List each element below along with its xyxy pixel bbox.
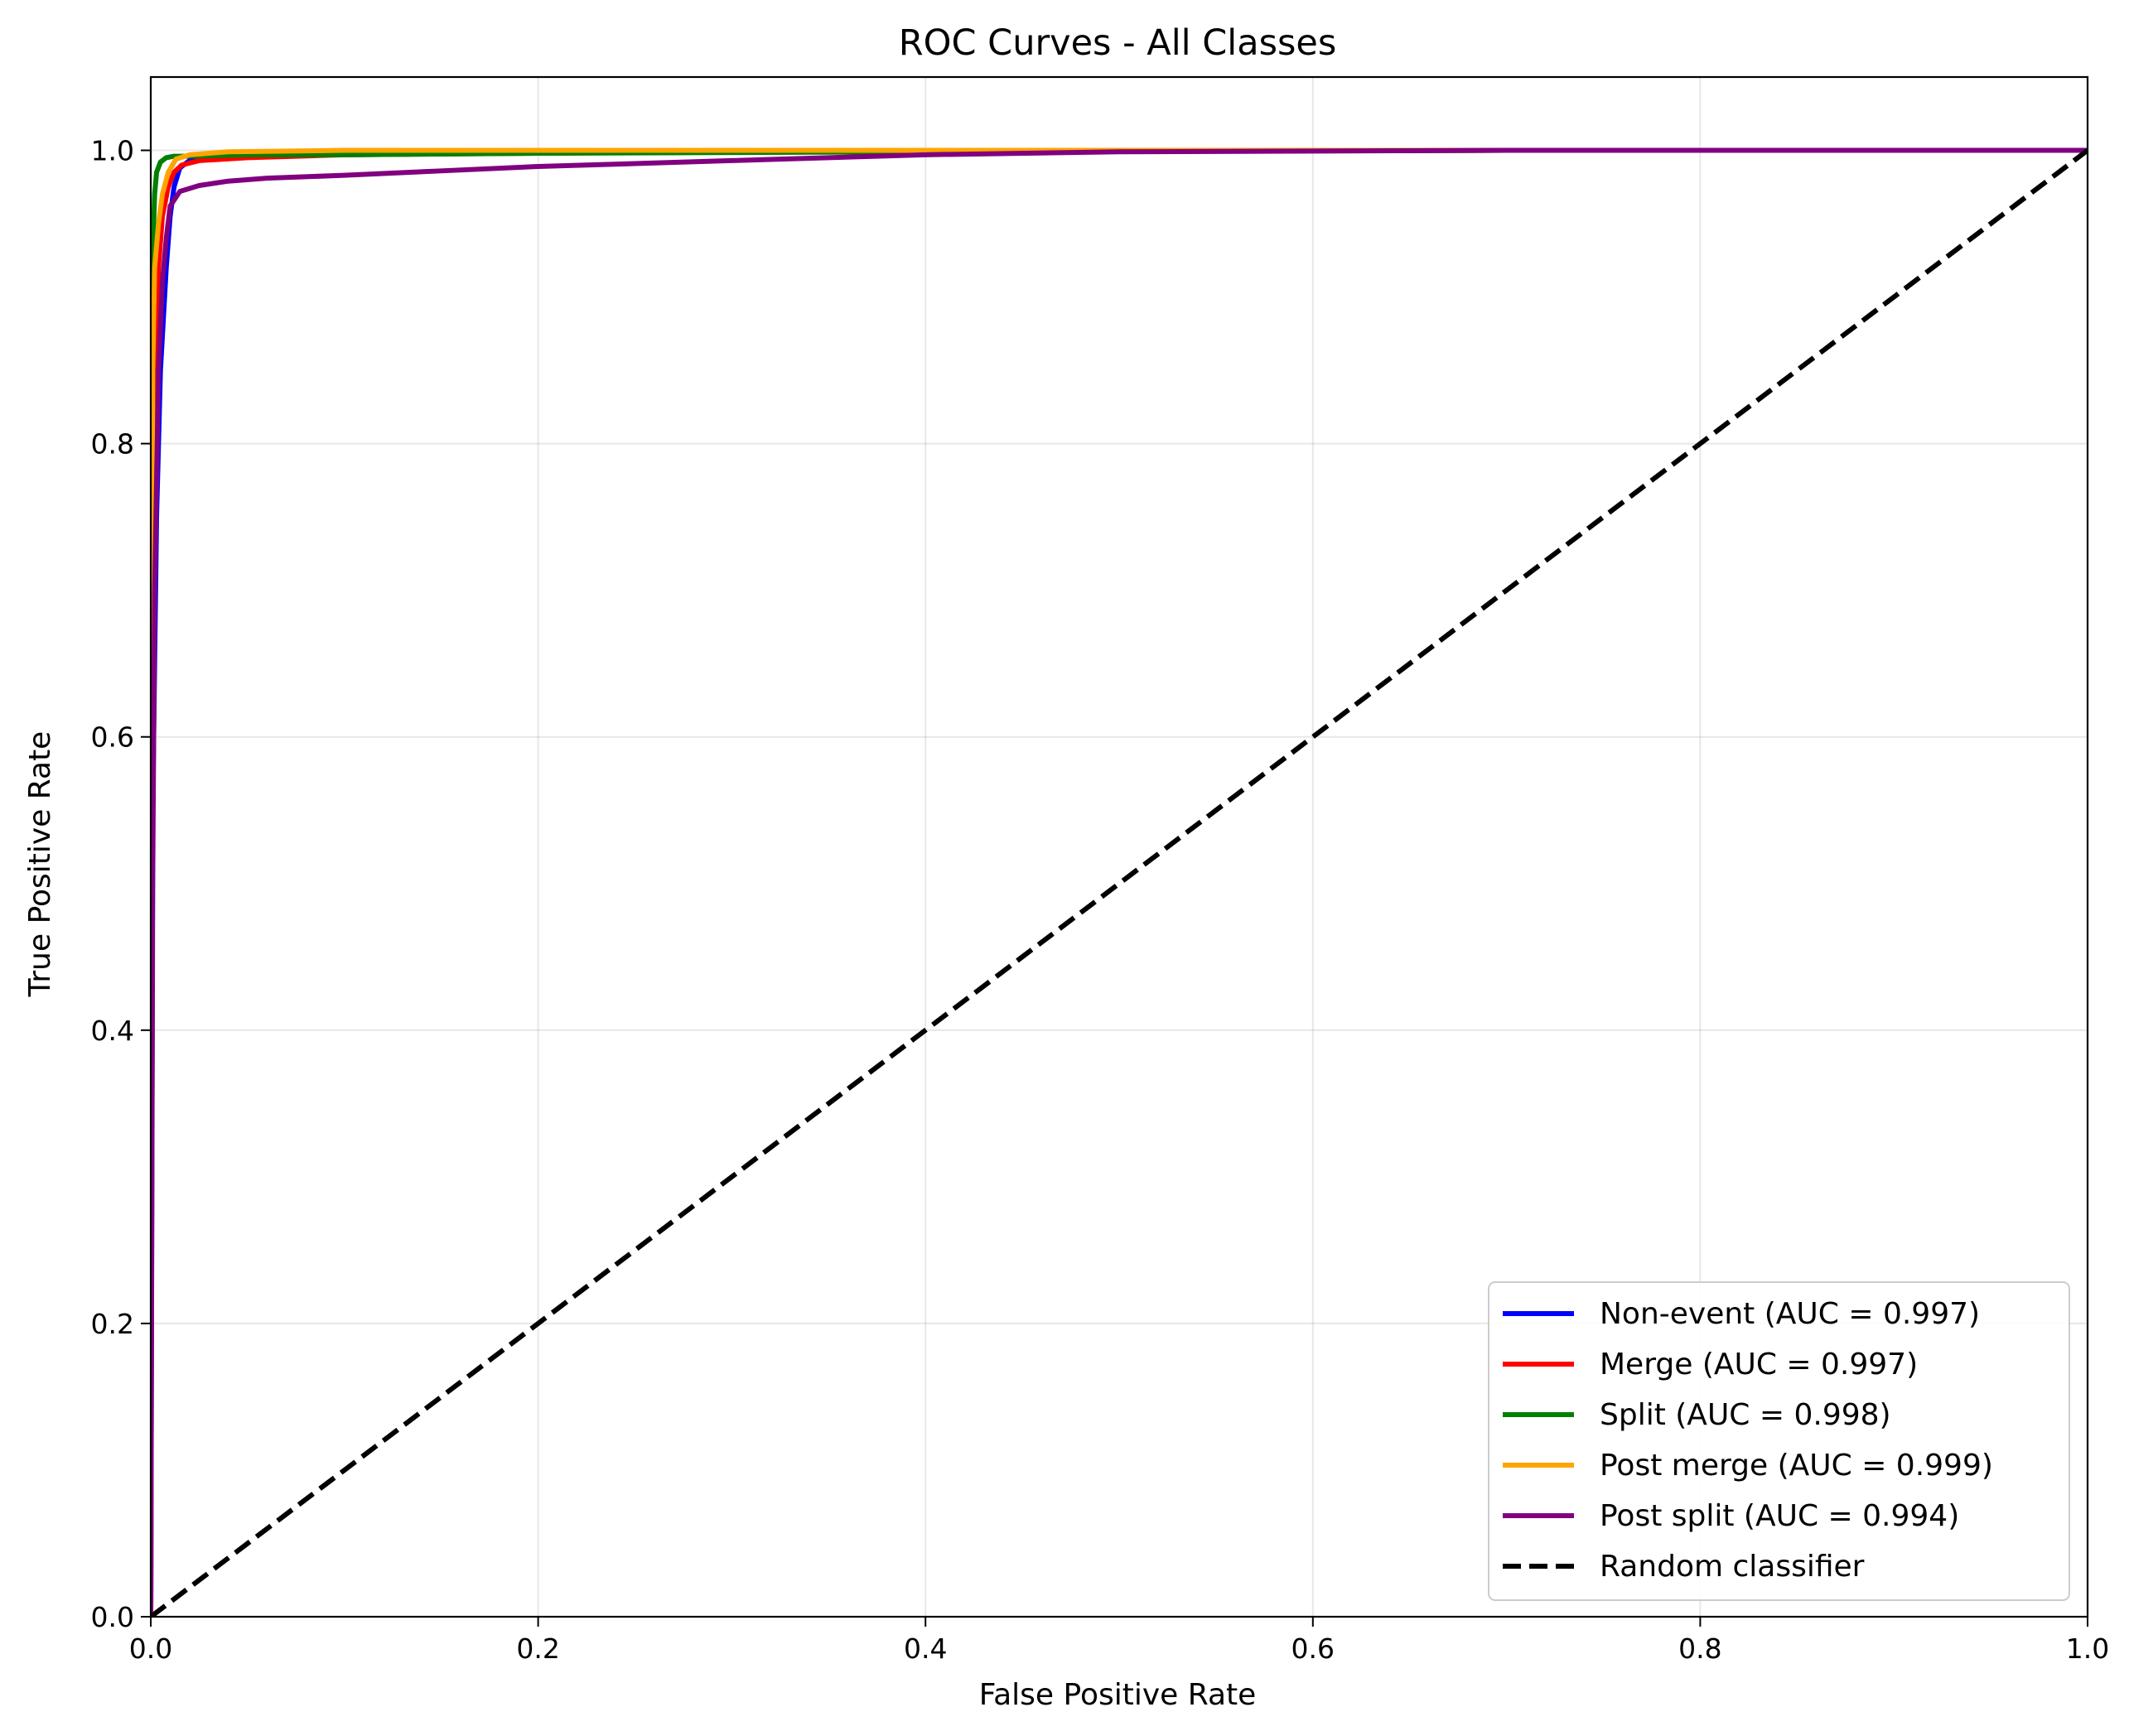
legend-label: Random classifier (1600, 1550, 1865, 1584)
chart-title: ROC Curves - All Classes (899, 22, 1337, 64)
series-line-4 (151, 147, 2088, 1617)
x-tick-label: 0.8 (1678, 1632, 1721, 1665)
legend-box (1488, 1281, 2070, 1601)
x-tick-label: 0.6 (1291, 1632, 1335, 1665)
legend-label: Post split (AUC = 0.994) (1600, 1499, 1959, 1533)
y-tick-label: 0.2 (91, 1308, 134, 1340)
series-line-3 (151, 147, 2088, 1617)
axes-frame (149, 75, 2089, 1618)
legend-label: Non-event (AUC = 0.997) (1600, 1297, 1980, 1331)
y-tick-label: 0.4 (91, 1015, 134, 1047)
legend: Non-event (AUC = 0.997) Merge (AUC = 0.99… (1488, 1281, 2070, 1601)
x-axis-label: False Positive Rate (979, 1678, 1257, 1712)
plot-area (151, 147, 2088, 1617)
x-tick-label: 1.0 (2066, 1632, 2109, 1665)
y-tick-label: 0.8 (91, 428, 134, 461)
x-tick-label: 0.0 (129, 1632, 172, 1665)
series-line-5 (151, 148, 2088, 1617)
legend-label: Merge (AUC = 0.997) (1600, 1348, 1918, 1382)
x-tick-label: 0.2 (516, 1632, 559, 1665)
legend-label: Post merge (AUC = 0.999) (1600, 1449, 1993, 1483)
ticks: 0.0 0.2 0.4 0.6 0.8 1.0 0.0 0.2 0.4 0.6 0.8 1.0 (91, 135, 2110, 1665)
y-tick-label: 0.6 (91, 721, 134, 754)
legend-label: Split (AUC = 0.998) (1600, 1398, 1891, 1432)
y-tick-label: 0.0 (91, 1601, 134, 1633)
y-axis-label: True Positive Rate (23, 731, 57, 998)
x-tick-label: 0.4 (904, 1632, 947, 1665)
y-tick-label: 1.0 (91, 135, 134, 167)
